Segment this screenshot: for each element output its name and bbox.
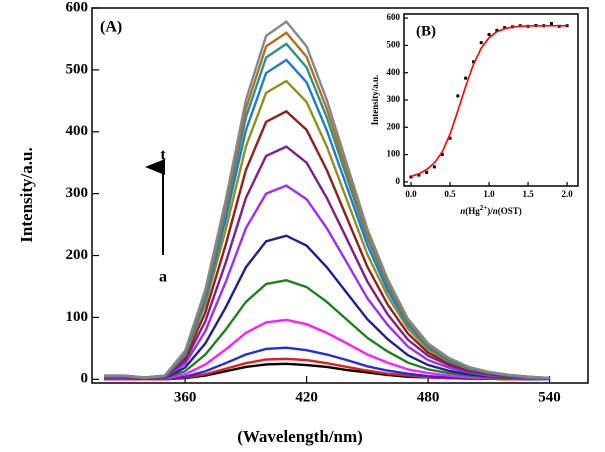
data-point (432, 165, 436, 169)
inset-x-label-part: )/ (487, 206, 493, 216)
arrow-label-bottom: a (159, 269, 167, 286)
data-point (409, 175, 413, 179)
inset-y-label: Intensity/a.u. (370, 75, 380, 126)
y-tick-label: 400 (66, 123, 89, 139)
arrow-label-top: t (160, 147, 166, 164)
data-point (440, 153, 444, 157)
x-tick-label: 1.5 (522, 189, 534, 199)
y-tick-label: 200 (387, 121, 401, 131)
x-tick-label: 540 (538, 389, 561, 405)
inset-x-label-part: (Hg (465, 206, 480, 216)
data-point (549, 22, 553, 26)
series-line (410, 24, 568, 178)
inset-x-label-part: n (493, 206, 498, 216)
inset-x-label-part: n (460, 206, 465, 216)
y-tick-label: 100 (387, 149, 401, 159)
series-line (104, 19, 550, 380)
series-line (104, 234, 550, 380)
series-line (104, 184, 550, 380)
panel-label: (B) (416, 23, 436, 39)
x-tick-label: 1.0 (483, 189, 495, 199)
y-tick-label: 0 (396, 176, 401, 186)
data-point (425, 170, 429, 174)
x-tick-label: 0.0 (405, 189, 417, 199)
panel-label: (A) (100, 19, 122, 36)
data-point (464, 76, 468, 80)
inset-x-label: n(Hg2+)/n(OST) (460, 204, 522, 216)
x-axis-label: (Wavelength/nm) (237, 427, 363, 446)
y-tick-label: 400 (387, 67, 401, 77)
data-point (479, 41, 483, 45)
inset-x-label-part: 2+ (480, 204, 488, 212)
data-point (471, 60, 475, 64)
x-tick-label: 420 (295, 389, 318, 405)
data-point (495, 28, 499, 32)
y-tick-label: 100 (66, 309, 89, 325)
y-tick-label: 600 (387, 12, 401, 22)
data-point (448, 136, 452, 140)
inset-x-label-part: (OST) (498, 206, 522, 216)
series-line (104, 318, 550, 381)
series-line (104, 279, 550, 380)
y-tick-label: 0 (81, 371, 89, 387)
y-tick-label: 500 (66, 61, 89, 77)
x-tick-label: 360 (174, 389, 197, 405)
y-tick-label: 500 (387, 39, 401, 49)
plot-frame (91, 7, 589, 384)
y-tick-label: 600 (66, 0, 89, 15)
plot-frame (403, 13, 579, 187)
x-tick-label: 480 (417, 389, 440, 405)
x-tick-label: 0.5 (444, 189, 456, 199)
x-tick-label: 2.0 (561, 189, 573, 199)
y-tick-label: 300 (387, 94, 401, 104)
data-point (456, 94, 460, 98)
data-point (503, 26, 507, 30)
y-axis-label: Intensity/a.u. (17, 147, 36, 242)
data-point (487, 32, 491, 36)
data-point (417, 173, 421, 177)
y-tick-label: 300 (66, 185, 89, 201)
y-tick-label: 200 (66, 247, 89, 263)
